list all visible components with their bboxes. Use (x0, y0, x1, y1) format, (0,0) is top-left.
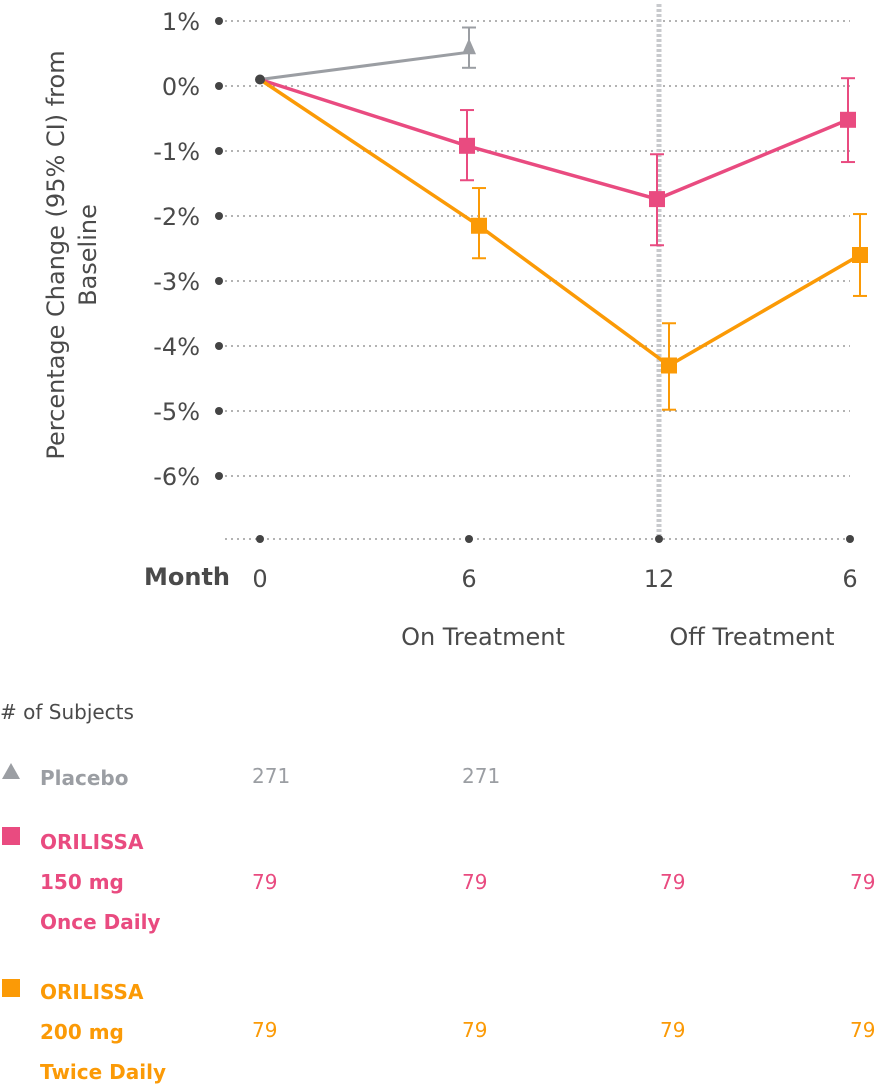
count: 79 (660, 870, 686, 894)
y-tick-dot (215, 472, 223, 480)
y-tick-dot (215, 17, 223, 25)
square-marker (852, 247, 868, 263)
y-tick-label: 1% (162, 8, 200, 36)
square-marker (471, 217, 487, 234)
count: 79 (462, 870, 488, 894)
y-tick-label: -3% (153, 268, 200, 296)
count: 79 (462, 1018, 488, 1042)
x-tick-label: 0 (252, 565, 267, 593)
legend-150mg: Once Daily (40, 910, 161, 934)
y-tick-label: -6% (153, 463, 200, 491)
x-axis-label: Month (143, 563, 230, 591)
x-tick-dot (465, 535, 473, 543)
square-icon (2, 979, 20, 997)
x-tick-dot (256, 535, 264, 543)
y-tick-dot (215, 147, 223, 155)
legend-200mg: 200 mg (40, 1020, 124, 1044)
y-tick-dot (215, 277, 223, 285)
y-tick-label: -4% (153, 333, 200, 361)
legend-200mg: Twice Daily (40, 1060, 167, 1084)
count: 79 (252, 1018, 278, 1042)
legend-placebo: Placebo (40, 766, 129, 790)
x-tick-dot (655, 535, 663, 543)
y-axis-label-text: Percentage Change (95% CI) from Baseline (42, 50, 102, 460)
square-marker (649, 191, 665, 208)
legend-150mg: 150 mg (40, 870, 124, 894)
y-tick-label: -5% (153, 398, 200, 426)
square-marker (459, 137, 475, 154)
baseline-point (255, 74, 265, 85)
x-tick-dot (846, 535, 854, 543)
x-tick-label: 6 (842, 565, 857, 593)
legend-200mg: ORILISSA (40, 980, 144, 1004)
count: 79 (850, 870, 876, 894)
count: 79 (660, 1018, 686, 1042)
legend-150mg: ORILISSA (40, 830, 144, 854)
y-tick-label: -1% (153, 138, 200, 166)
count: 271 (462, 764, 501, 788)
series-line-1 (259, 77, 849, 201)
series-line-2 (259, 78, 861, 368)
triangle-icon (2, 763, 20, 779)
on-treatment-label: On Treatment (401, 623, 565, 651)
count: 79 (850, 1018, 876, 1042)
y-tick-dot (215, 82, 223, 90)
line-chart: 1% 0% -1% -2% -3% -4% -5% -6% 0 6 12 6 (153, 4, 868, 593)
series-line-0 (259, 50, 470, 81)
triangle-marker (462, 38, 476, 55)
y-tick-dot (215, 212, 223, 220)
y-tick-dot (215, 342, 223, 350)
x-tick-label: 12 (644, 565, 675, 593)
off-treatment-label: Off Treatment (669, 623, 835, 651)
square-marker (840, 111, 856, 128)
square-icon (2, 827, 20, 845)
count: 271 (252, 764, 291, 788)
count: 79 (252, 870, 278, 894)
x-tick-label: 6 (461, 565, 476, 593)
y-tick-label: -2% (153, 203, 200, 231)
y-tick-label: 0% (162, 73, 200, 101)
subjects-title: # of Subjects (0, 700, 134, 724)
y-tick-dot (215, 407, 223, 415)
square-marker (661, 357, 677, 374)
